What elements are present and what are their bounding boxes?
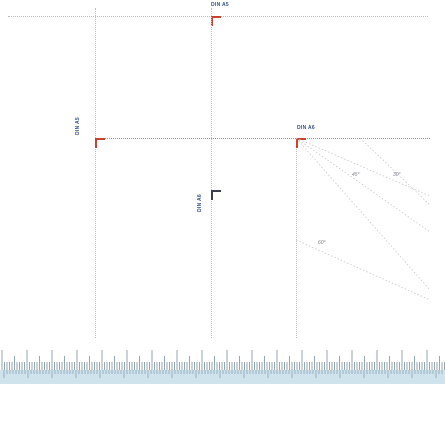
corner-mark-mid-right bbox=[296, 138, 306, 148]
ruler-ticks bbox=[1, 350, 445, 370]
corner-mark-mid-left bbox=[95, 138, 105, 148]
guide-line-v2 bbox=[211, 8, 212, 338]
ruler-strip-ticks bbox=[3, 370, 443, 378]
angle-guide-line-60b bbox=[295, 239, 431, 301]
corner-mark-top bbox=[211, 16, 221, 26]
corner-mark-inner bbox=[211, 190, 221, 200]
angle-label-45: 45° bbox=[352, 172, 360, 178]
angle-guide-line-60c bbox=[359, 137, 431, 206]
guide-line-v1 bbox=[95, 8, 96, 338]
ruler-strip bbox=[0, 370, 445, 384]
angle-guides bbox=[295, 137, 431, 301]
label-din-a5-top: DIN A5 bbox=[211, 2, 230, 8]
angle-label-60: 60° bbox=[318, 240, 326, 246]
angle-guide-line-60a bbox=[295, 137, 431, 197]
guide-line-v3 bbox=[296, 138, 297, 338]
angle-label-30: 30° bbox=[393, 172, 401, 178]
angle-guide-line-45 bbox=[295, 137, 431, 233]
angle-guide-line-30 bbox=[295, 137, 431, 291]
label-din-a6-mid: DIN A6 bbox=[297, 125, 316, 131]
guide-line-middle bbox=[95, 138, 430, 139]
